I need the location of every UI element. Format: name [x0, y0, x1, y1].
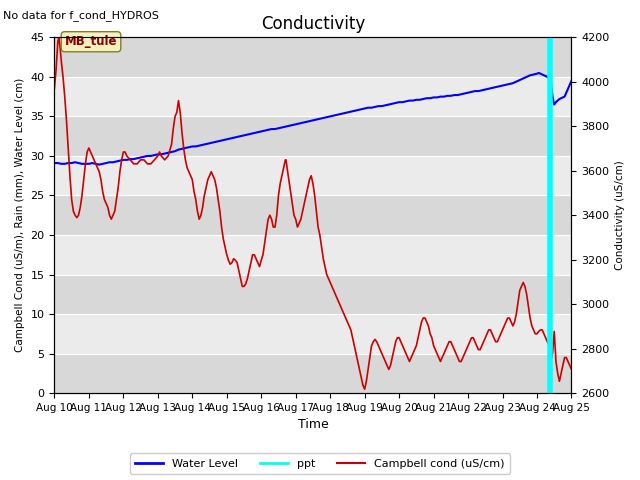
Bar: [54, 77, 572, 116]
Bar: [54, 116, 572, 156]
Bar: [54, 156, 572, 195]
Bar: [54, 37, 572, 77]
Bar: [54, 195, 572, 235]
Legend: Water Level, ppt, Campbell cond (uS/cm): Water Level, ppt, Campbell cond (uS/cm): [130, 453, 510, 474]
Bar: [54, 275, 572, 314]
Bar: [54, 314, 572, 354]
Y-axis label: Conductivity (uS/cm): Conductivity (uS/cm): [615, 160, 625, 270]
Title: Conductivity: Conductivity: [261, 15, 365, 33]
Text: MB_tule: MB_tule: [65, 35, 117, 48]
Bar: [54, 235, 572, 275]
Text: No data for f_cond_HYDROS: No data for f_cond_HYDROS: [3, 10, 159, 21]
Bar: [54, 354, 572, 393]
Y-axis label: Campbell Cond (uS/m), Rain (mm), Water Level (cm): Campbell Cond (uS/m), Rain (mm), Water L…: [15, 78, 25, 352]
X-axis label: Time: Time: [298, 419, 328, 432]
